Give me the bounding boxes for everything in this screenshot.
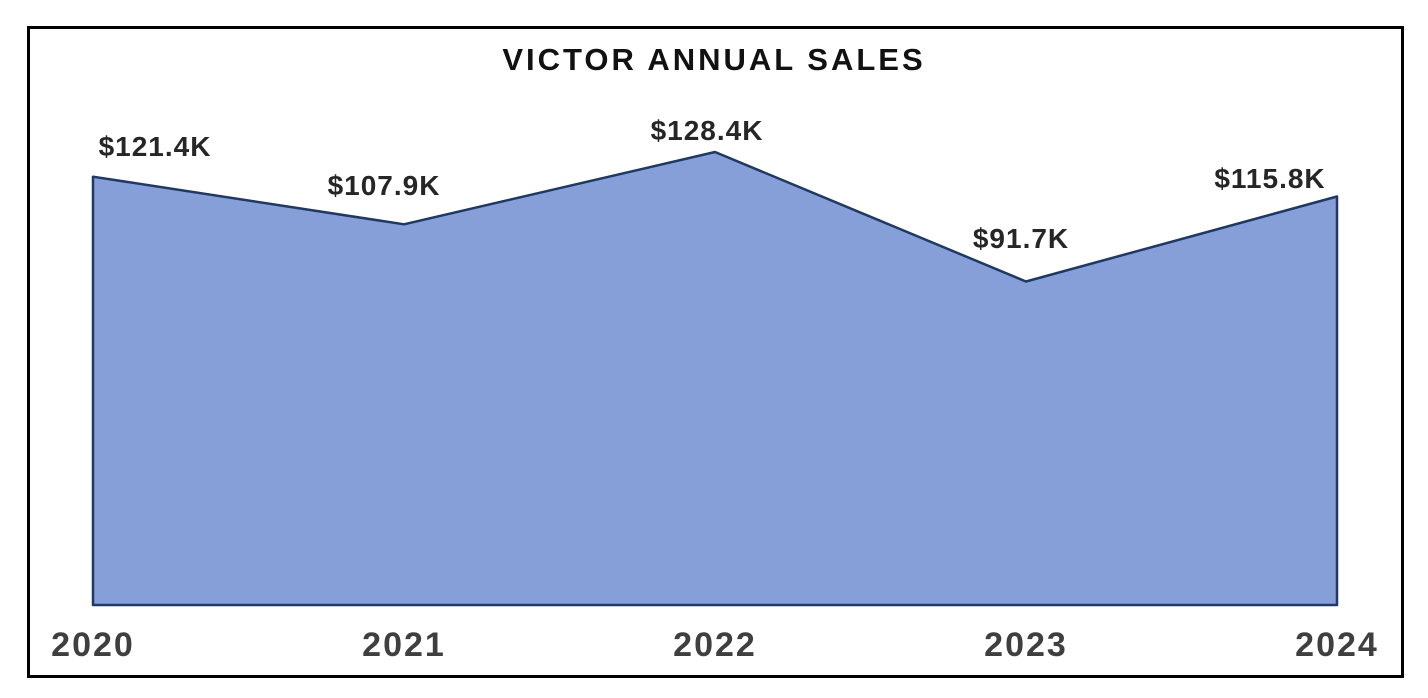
data-label-2021: $107.9K bbox=[327, 170, 441, 201]
data-label-2022: $128.4K bbox=[650, 115, 764, 146]
data-label-2024: $115.8K bbox=[1214, 163, 1326, 194]
x-axis-label-2021: 2021 bbox=[362, 626, 446, 664]
data-label-2020: $121.4K bbox=[98, 131, 212, 162]
x-axis-label-2022: 2022 bbox=[673, 626, 757, 664]
x-axis-label-2020: 2020 bbox=[51, 626, 135, 664]
chart-title: VICTOR ANNUAL SALES bbox=[502, 42, 926, 77]
data-label-2023: $91.7K bbox=[972, 223, 1070, 254]
x-axis-label-2023: 2023 bbox=[984, 626, 1068, 664]
x-axis-label-2024: 2024 bbox=[1295, 626, 1379, 664]
